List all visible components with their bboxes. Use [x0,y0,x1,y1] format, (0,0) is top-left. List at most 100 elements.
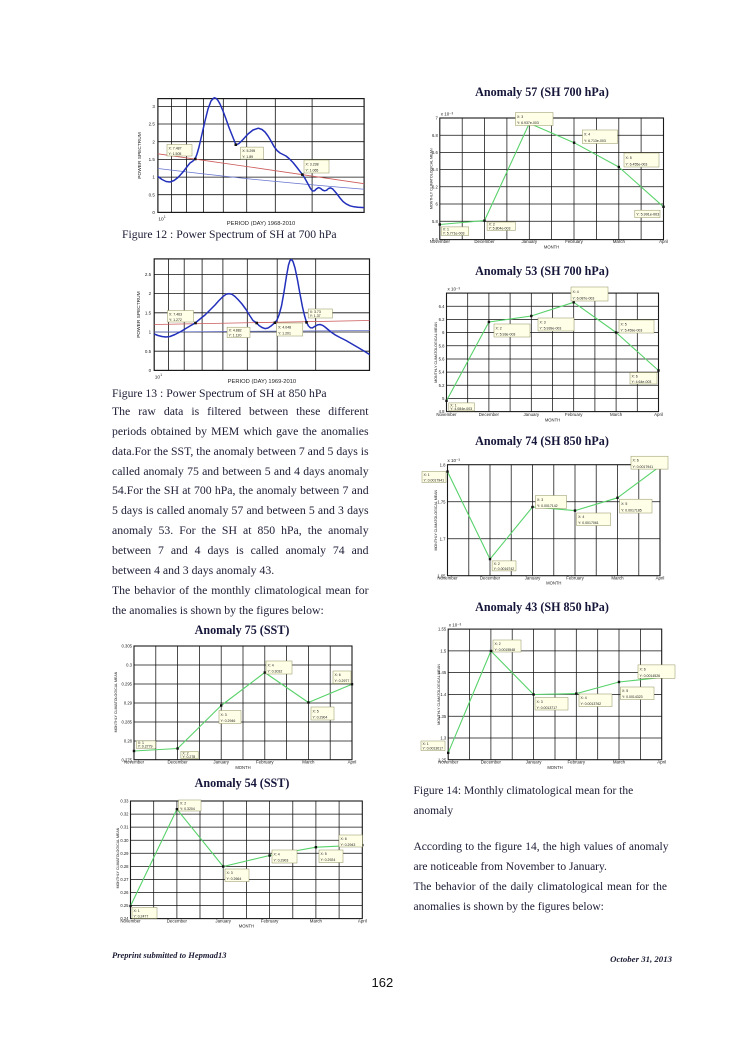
svg-text:February: February [261,918,279,923]
svg-text:March: March [302,760,315,765]
svg-text:5.4: 5.4 [439,370,445,375]
svg-text:Y: 1.065: Y: 1.065 [306,169,319,173]
svg-text:1.55: 1.55 [438,627,447,632]
svg-text:x 10⁻³: x 10⁻³ [441,112,454,117]
svg-text:X: 4: X: 4 [268,664,274,668]
svg-text:Y: 1.272: Y: 1.272 [169,318,182,322]
svg-text:0.24: 0.24 [120,916,129,921]
svg-text:MONTH: MONTH [546,581,561,586]
svg-text:6.2: 6.2 [439,317,445,322]
svg-text:0: 0 [152,210,155,215]
svg-text:Y: 0.0017061: Y: 0.0017061 [578,521,599,525]
svg-text:March: March [610,412,623,417]
svg-text:0.30: 0.30 [120,838,129,843]
svg-text:x 10⁻³: x 10⁻³ [448,458,461,463]
svg-text:4.8: 4.8 [439,409,445,414]
svg-text:6: 6 [435,202,438,207]
svg-text:0: 0 [149,368,152,373]
svg-text:2.5: 2.5 [145,272,152,277]
svg-text:10: 10 [158,216,164,222]
svg-text:Y: 0.0013762: Y: 0.0013762 [581,702,602,706]
svg-text:0.29: 0.29 [124,701,133,706]
svg-text:1.7: 1.7 [440,536,446,541]
svg-text:1.65: 1.65 [437,573,446,578]
svg-text:Y: 5.459e-003: Y: 5.459e-003 [621,329,643,333]
svg-text:0.26: 0.26 [120,890,129,895]
svg-text:Y: 0.2477: Y: 0.2477 [134,914,149,918]
svg-text:X: 2: X: 2 [489,223,495,227]
svg-text:MONTHLY CLIMATOLOGICAL MEAN: MONTHLY CLIMATOLOGICAL MEAN [434,322,438,383]
svg-text:Y: 1.120: Y: 1.120 [229,334,242,338]
svg-text:x 10⁻³: x 10⁻³ [449,623,462,628]
svg-text:0.25: 0.25 [120,903,129,908]
svg-text:2: 2 [152,139,155,144]
svg-text:2: 2 [149,291,152,296]
svg-text:X: 2: X: 2 [495,642,501,646]
svg-text:6.6: 6.6 [432,150,438,155]
svg-text:MONTHLY CLIMATOLOGICAL MEAN: MONTHLY CLIMATOLOGICAL MEAN [116,827,120,888]
svg-text:MONTH: MONTH [239,924,254,929]
svg-text:Y: 0.0017941: Y: 0.0017941 [633,465,654,469]
svg-text:X: 2: X: 2 [180,802,186,806]
svg-text:X: 5: X: 5 [621,502,627,506]
svg-text:Y: 5.991e-003: Y: 5.991e-003 [636,213,659,217]
svg-text:Y: 0.0017185: Y: 0.0017185 [621,509,642,513]
svg-text:X: 1: X: 1 [450,403,456,407]
svg-text:Y: 0.2946: Y: 0.2946 [221,719,236,723]
svg-text:December: December [479,412,500,417]
svg-text:March: March [611,575,624,580]
svg-text:X: 5: X: 5 [621,323,627,327]
svg-text:5.6: 5.6 [432,237,438,242]
svg-text:March: March [613,239,626,244]
svg-text:November: November [430,239,451,244]
svg-text:0.33: 0.33 [120,799,129,804]
svg-text:March: March [310,918,323,923]
svg-text:Y: 0.3032: Y: 0.3032 [268,670,283,674]
svg-text:5.6: 5.6 [439,357,445,362]
svg-text:Y: 5.93e-003: Y: 5.93e-003 [496,333,516,337]
svg-text:10: 10 [155,374,161,380]
svg-text:1.25: 1.25 [438,757,447,762]
svg-text:1.4: 1.4 [440,692,446,697]
svg-text:Y: 6.937e-003: Y: 6.937e-003 [517,121,539,125]
svg-text:6.4: 6.4 [432,167,438,172]
svg-text:December: December [474,239,495,244]
svg-text:1: 1 [149,330,152,335]
svg-text:Y: 1.37: Y: 1.37 [310,314,321,318]
svg-text:X: 1: X: 1 [424,473,430,477]
svg-text:MONTH: MONTH [547,765,562,770]
svg-text:January: January [215,918,231,923]
svg-text:X: 4.882: X: 4.882 [229,329,242,333]
svg-text:1.35: 1.35 [438,714,447,719]
svg-text:X: 6: X: 6 [640,668,646,672]
svg-text:April: April [348,760,357,765]
svg-text:X: 2: X: 2 [496,327,502,331]
svg-text:X: 3: X: 3 [221,713,227,717]
svg-text:6: 6 [442,330,445,335]
svg-text:2.5: 2.5 [149,122,156,127]
svg-text:Y: 1.505: Y: 1.505 [169,152,182,156]
svg-text:6.8: 6.8 [432,133,438,138]
svg-text:MONTH: MONTH [545,417,560,422]
svg-text:January: January [526,760,542,765]
svg-text:November: November [124,760,145,765]
svg-text:X: 4: X: 4 [573,290,579,294]
svg-text:1.5: 1.5 [145,310,152,315]
svg-text:6.4: 6.4 [439,304,445,309]
svg-text:Y: 0.2903: Y: 0.2903 [274,859,289,863]
svg-text:January: January [523,412,539,417]
svg-text:7: 7 [435,116,438,121]
svg-text:MONTH: MONTH [544,245,559,250]
svg-text:X: 5.295: X: 5.295 [242,149,255,153]
svg-text:Y: 5.771e-003: Y: 5.771e-003 [443,232,465,236]
svg-text:5.8: 5.8 [439,343,445,348]
svg-text:x 10⁻³: x 10⁻³ [448,287,461,292]
svg-text:X: 4: X: 4 [584,133,590,137]
svg-text:Y: 0.3204: Y: 0.3204 [180,807,195,811]
svg-text:X: 5: X: 5 [313,710,319,714]
svg-text:X: 6: X: 6 [633,459,639,463]
svg-text:X: 5: X: 5 [321,852,327,856]
svg-text:MONTHLY CLIMATOLOGICAL MEAN: MONTHLY CLIMATOLOGICAL MEAN [437,664,441,725]
svg-text:Y: 6.455e-003: Y: 6.455e-003 [626,163,648,167]
svg-text:Y: 0.2664: Y: 0.2664 [227,877,242,881]
